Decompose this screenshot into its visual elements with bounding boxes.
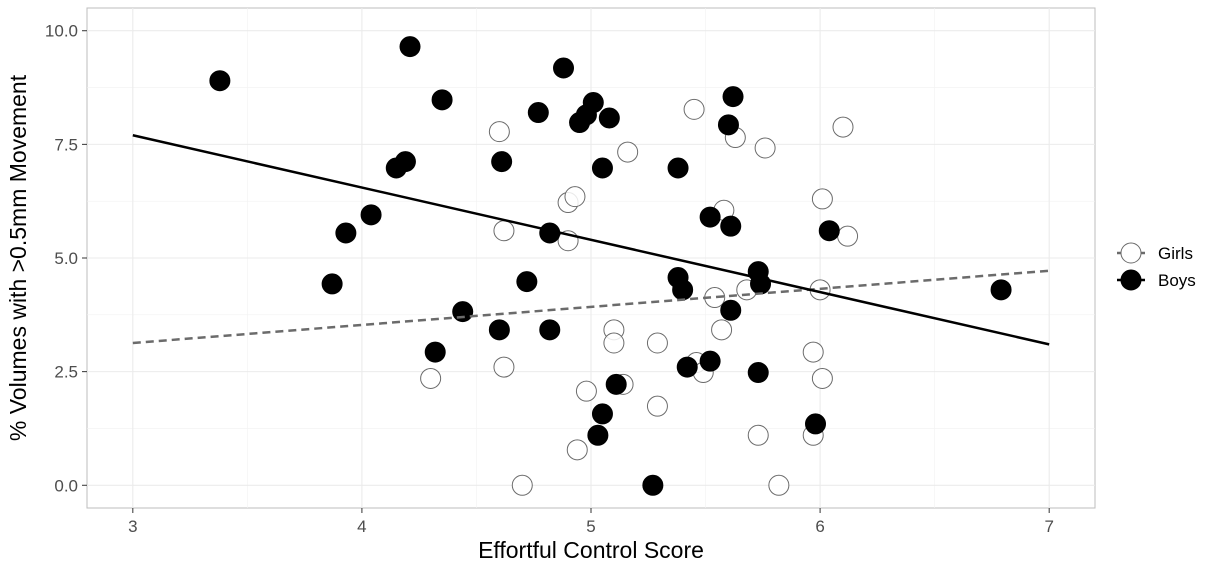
- boys-point: [321, 273, 343, 295]
- girls-point: [488, 121, 510, 143]
- boys-point: [394, 151, 416, 173]
- y-tick-label: 10.0: [45, 22, 78, 41]
- x-tick-label: 3: [128, 517, 137, 536]
- girls-point: [837, 225, 859, 247]
- legend: Girls Boys: [1117, 242, 1196, 291]
- boys-point: [527, 102, 549, 124]
- boys-point: [452, 301, 474, 323]
- boys-point: [720, 299, 742, 321]
- girls-point: [493, 356, 515, 378]
- boys-point: [699, 206, 721, 228]
- girls-trend-line: [132, 269, 1050, 345]
- boys-point: [424, 341, 446, 363]
- boys-point: [553, 57, 575, 79]
- girls-point: [420, 367, 442, 389]
- y-tick-label: 0.0: [54, 476, 78, 495]
- girls-point: [511, 474, 533, 496]
- boys-point: [209, 70, 231, 92]
- boys-point: [667, 157, 689, 179]
- boys-point: [699, 350, 721, 372]
- girls-point: [747, 424, 769, 446]
- boys-point: [399, 36, 421, 58]
- girls-point: [768, 474, 790, 496]
- girls-point: [617, 141, 639, 163]
- y-tick-label: 2.5: [54, 363, 78, 382]
- boys-point: [582, 92, 604, 114]
- legend-girls-label: Girls: [1158, 244, 1193, 263]
- x-tick-label: 7: [1044, 517, 1053, 536]
- girls-point: [711, 319, 733, 341]
- y-tick-label: 7.5: [54, 135, 78, 154]
- girls-point: [646, 395, 668, 417]
- legend-boys-label: Boys: [1158, 271, 1196, 290]
- girls-point: [811, 367, 833, 389]
- y-axis-title: % Volumes with >0.5mm Movement: [5, 74, 31, 441]
- boys-point: [360, 204, 382, 226]
- boys-point: [335, 222, 357, 244]
- boys-point: [676, 356, 698, 378]
- x-tick-label: 5: [586, 517, 595, 536]
- boys-trend-line: [132, 134, 1050, 346]
- boys-point: [591, 157, 613, 179]
- boys-point: [818, 220, 840, 242]
- boys-point: [591, 403, 613, 425]
- girls-point: [646, 332, 668, 354]
- y-tick-label: 5.0: [54, 249, 78, 268]
- boys-point: [747, 362, 769, 384]
- boys-point: [488, 319, 510, 341]
- girls-point: [575, 380, 597, 402]
- girls-point: [603, 332, 625, 354]
- boys-point: [720, 215, 742, 237]
- boys-point: [805, 413, 827, 435]
- legend-boys-marker: [1120, 269, 1142, 291]
- boys-point: [516, 271, 538, 293]
- boys-point: [491, 151, 513, 173]
- boys-point: [990, 279, 1012, 301]
- girls-point: [493, 220, 515, 242]
- legend-girls-marker: [1120, 242, 1142, 264]
- boys-point: [598, 107, 620, 129]
- girls-point: [564, 186, 586, 208]
- boys-point: [539, 319, 561, 341]
- boys-point: [717, 114, 739, 136]
- boys-point: [722, 86, 744, 108]
- boys-point: [605, 373, 627, 395]
- girls-point: [754, 137, 776, 159]
- girls-point: [832, 116, 854, 138]
- boys-point: [431, 89, 453, 111]
- boys-point: [587, 424, 609, 446]
- girls-point: [802, 341, 824, 363]
- boys-point: [642, 474, 664, 496]
- grid: [87, 8, 1095, 508]
- x-tick-label: 4: [357, 517, 366, 536]
- axis-ticks: 3 4 5 6 7 0.0 2.5 5.0 7.5 10.0: [45, 22, 1054, 536]
- x-axis-title: Effortful Control Score: [478, 537, 704, 563]
- boys-point: [672, 279, 694, 301]
- x-tick-label: 6: [815, 517, 824, 536]
- girls-point: [566, 439, 588, 461]
- data-points: [132, 36, 1050, 496]
- girls-point: [683, 98, 705, 120]
- girls-point: [811, 188, 833, 210]
